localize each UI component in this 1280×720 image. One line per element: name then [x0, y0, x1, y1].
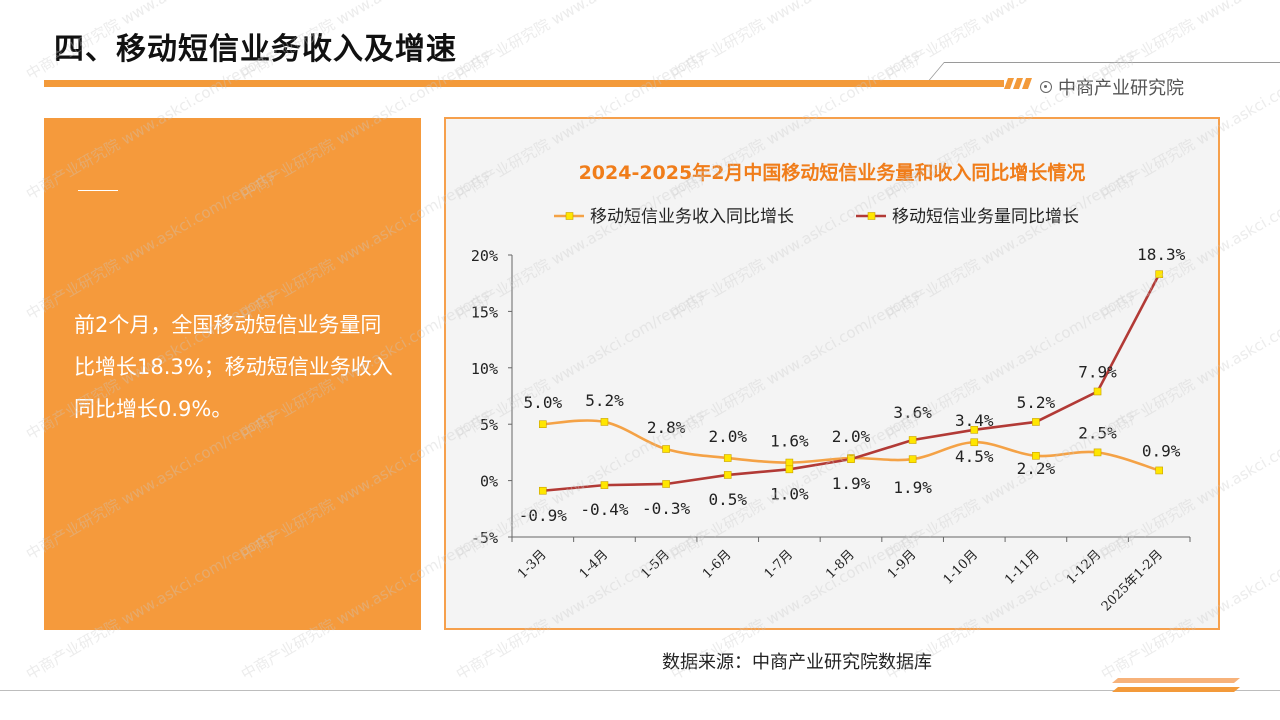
- brand-label: 中商产业研究院: [1058, 78, 1184, 99]
- data-point: [539, 486, 547, 495]
- title-accent-bar: [44, 80, 1004, 87]
- data-point: [723, 454, 732, 462]
- data-point: [539, 420, 547, 429]
- page-title: 四、移动短信业务收入及增速: [54, 32, 457, 67]
- y-tick-label: 15%: [471, 303, 498, 321]
- y-tick-label: 0%: [480, 473, 498, 491]
- data-label: 7.9%: [1078, 362, 1117, 381]
- data-label: 5.2%: [1017, 393, 1056, 412]
- data-point: [600, 481, 609, 489]
- data-label: 5.2%: [585, 391, 624, 410]
- legend-marker: [867, 212, 876, 220]
- chart-frame: 2024-2025年2月中国移动短信业务量和收入同比增长情况移动短信业务收入同比…: [444, 117, 1220, 630]
- data-point: [1032, 418, 1040, 426]
- data-label: 1.9%: [832, 474, 871, 493]
- chart-title: 2024-2025年2月中国移动短信业务量和收入同比增长情况: [579, 161, 1086, 184]
- data-point: [1155, 466, 1163, 475]
- header-divider-slant: [928, 62, 945, 80]
- y-tick-label: 20%: [471, 247, 498, 265]
- legend-label: 移动短信业务收入同比增长: [590, 207, 794, 227]
- x-tick-label: 2025年1-2月: [1099, 547, 1166, 614]
- data-point: [908, 455, 917, 463]
- watermark-text: 中商产业研究院 www.askci.com/reports: [883, 0, 1138, 83]
- data-label: 0.5%: [708, 490, 747, 509]
- data-label: -0.4%: [580, 500, 629, 519]
- watermark-text: 中商产业研究院 www.askci.com/reports: [668, 0, 923, 83]
- watermark-text: 中商产业研究院 www.askci.com/reports: [1098, 0, 1280, 83]
- data-label: 0.9%: [1142, 441, 1181, 460]
- data-point: [785, 465, 794, 474]
- data-label: 4.5%: [955, 447, 994, 466]
- data-label: 2.0%: [708, 427, 747, 446]
- brand: 中商产业研究院: [1040, 74, 1184, 100]
- data-label: -0.9%: [519, 506, 568, 525]
- legend-marker: [565, 212, 574, 220]
- data-point: [600, 418, 609, 426]
- summary-rule: [78, 190, 118, 191]
- data-label: 2.8%: [647, 418, 686, 437]
- data-point: [1093, 387, 1102, 396]
- data-label: 2.2%: [1017, 459, 1056, 478]
- chart: 2024-2025年2月中国移动短信业务量和收入同比增长情况移动短信业务收入同比…: [471, 161, 1191, 614]
- y-tick-label: -5%: [471, 529, 498, 547]
- footer-stripes-decoration: [1112, 678, 1240, 692]
- x-tick-label: 1-8月: [823, 547, 858, 582]
- data-point: [662, 480, 670, 488]
- watermark-text: 中商产业研究院 www.askci.com/reports: [453, 0, 708, 83]
- data-point: [847, 455, 855, 463]
- x-tick-label: 1-11月: [1002, 547, 1042, 587]
- legend-label: 移动短信业务量同比增长: [892, 207, 1079, 227]
- data-label: 18.3%: [1137, 245, 1186, 264]
- data-point: [662, 445, 670, 453]
- y-tick-label: 5%: [480, 416, 498, 434]
- data-point: [785, 458, 794, 467]
- data-point: [1032, 451, 1040, 460]
- data-label: 1.9%: [893, 478, 932, 497]
- data-point: [1155, 270, 1163, 278]
- data-label: 2.0%: [832, 427, 871, 446]
- data-point: [1093, 448, 1102, 457]
- x-tick-label: 1-9月: [885, 547, 920, 582]
- x-tick-label: 1-5月: [638, 547, 673, 582]
- data-label: 1.6%: [770, 432, 809, 451]
- x-tick-label: 1-12月: [1064, 547, 1104, 587]
- data-label: -0.3%: [642, 499, 691, 518]
- x-tick-label: 1-4月: [577, 547, 612, 582]
- header-divider: [944, 62, 1280, 63]
- footer-divider: [0, 690, 1280, 691]
- summary-text: 前2个月，全国移动短信业务量同比增长18.3%；移动短信业务收入同比增长0.9%…: [74, 313, 393, 421]
- x-tick-label: 1-3月: [515, 547, 550, 582]
- stripes-decoration: [1004, 78, 1032, 89]
- x-tick-label: 1-7月: [762, 547, 797, 582]
- data-label: 5.0%: [524, 393, 563, 412]
- x-tick-label: 1-10月: [941, 547, 981, 587]
- data-label: 2.5%: [1078, 423, 1117, 442]
- data-point: [970, 438, 979, 447]
- x-tick-label: 1-6月: [700, 547, 735, 582]
- source-note: 数据来源：中商产业研究院数据库: [662, 652, 932, 673]
- summary-panel: 前2个月，全国移动短信业务量同比增长18.3%；移动短信业务收入同比增长0.9%…: [44, 118, 421, 630]
- data-point: [970, 426, 979, 434]
- brand-circle-icon: [1040, 81, 1052, 93]
- data-label: 1.0%: [770, 484, 809, 503]
- y-tick-label: 10%: [471, 360, 498, 378]
- data-label: 3.4%: [955, 411, 994, 430]
- data-point: [908, 436, 917, 444]
- data-point: [723, 471, 732, 479]
- data-label: 3.6%: [893, 403, 932, 422]
